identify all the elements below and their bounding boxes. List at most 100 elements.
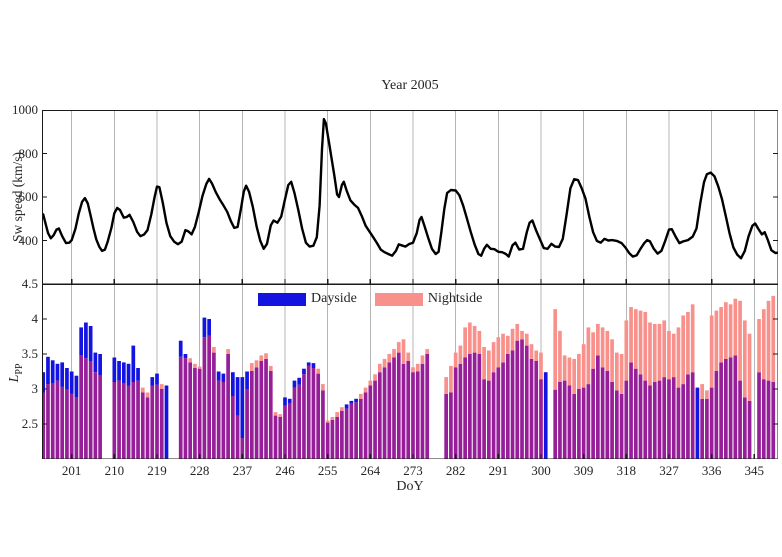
bar-overlap xyxy=(136,380,140,459)
bar-overlap xyxy=(363,392,368,459)
bar-dayside xyxy=(117,361,121,381)
bar-nightside xyxy=(586,327,591,385)
bar-overlap xyxy=(652,382,657,459)
bar-nightside xyxy=(652,323,657,382)
bar-overlap xyxy=(596,355,600,459)
bar-overlap xyxy=(714,370,719,459)
bar-overlap xyxy=(202,337,207,459)
bar-dayside xyxy=(695,387,700,459)
bar-nightside xyxy=(747,333,752,401)
bar-overlap xyxy=(368,385,373,459)
bar-dayside xyxy=(55,363,60,381)
bar-dayside xyxy=(50,360,55,384)
bar-nightside xyxy=(558,330,562,382)
bar-overlap xyxy=(496,367,501,459)
x-tick-label: 210 xyxy=(104,463,125,478)
bar-nightside xyxy=(468,322,472,354)
bar-nightside xyxy=(273,412,278,416)
bar-overlap xyxy=(93,372,98,459)
x-tick-label: 345 xyxy=(744,463,765,478)
x-tick-label: 201 xyxy=(61,463,82,478)
y-tick-label-top: 600 xyxy=(18,189,39,204)
bar-dayside xyxy=(42,372,46,393)
bar-nightside xyxy=(572,358,577,394)
bar-overlap xyxy=(648,385,652,459)
bar-nightside xyxy=(619,354,624,394)
bar-overlap xyxy=(771,382,776,459)
bar-overlap xyxy=(728,357,733,459)
bar-overlap xyxy=(302,374,306,459)
bar-overlap xyxy=(140,392,145,459)
bar-overlap xyxy=(591,368,595,459)
bar-nightside xyxy=(254,360,259,368)
bar-overlap xyxy=(572,393,577,459)
x-tick-label: 327 xyxy=(659,463,679,478)
bar-nightside xyxy=(771,295,776,382)
bar-overlap xyxy=(425,354,430,459)
bar-overlap xyxy=(724,358,728,459)
bar-overlap xyxy=(477,354,482,459)
bar-nightside xyxy=(496,337,501,368)
bar-nightside xyxy=(562,355,567,381)
y-tick-label-bottom: 3.5 xyxy=(21,346,38,361)
bar-nightside xyxy=(662,320,667,378)
legend-dayside-swatch xyxy=(258,292,306,306)
bar-nightside xyxy=(411,367,415,373)
bar-nightside xyxy=(591,332,595,369)
bar-dayside xyxy=(292,380,297,388)
bar-dayside xyxy=(98,354,102,375)
bar-overlap xyxy=(325,422,330,459)
y-tick-label-bottom: 3 xyxy=(31,381,39,396)
bar-overlap xyxy=(468,354,472,459)
bar-nightside xyxy=(614,352,619,391)
bar-nightside xyxy=(193,363,197,368)
y-tick-label-bottom: 2.5 xyxy=(21,416,38,431)
bar-overlap xyxy=(420,363,425,459)
bar-overlap xyxy=(463,357,467,459)
bar-overlap xyxy=(278,417,283,459)
bar-dayside xyxy=(302,368,306,375)
bar-nightside xyxy=(510,328,515,351)
x-tick-label: 237 xyxy=(232,463,253,478)
bar-nightside xyxy=(553,309,558,390)
bar-overlap xyxy=(358,398,363,459)
bar-overlap xyxy=(605,370,610,459)
bar-overlap xyxy=(155,384,159,459)
bar-nightside xyxy=(667,330,671,380)
bar-nightside xyxy=(387,354,392,363)
x-tick-label: 273 xyxy=(403,463,423,478)
bar-nightside xyxy=(449,365,453,393)
bar-overlap xyxy=(486,380,491,459)
bar-nightside xyxy=(757,319,761,373)
bar-overlap xyxy=(254,367,259,459)
bar-overlap xyxy=(449,392,453,459)
bar-dayside xyxy=(155,373,159,385)
bar-nightside xyxy=(624,320,629,381)
bar-overlap xyxy=(150,385,155,459)
bar-overlap xyxy=(738,380,742,459)
bar-overlap xyxy=(766,380,771,459)
sw-speed-line xyxy=(42,117,778,260)
bar-overlap xyxy=(207,335,211,459)
bar-overlap xyxy=(197,368,202,459)
bar-overlap xyxy=(188,362,193,459)
bar-overlap xyxy=(382,367,387,459)
bar-overlap xyxy=(235,415,240,459)
bar-overlap xyxy=(50,383,55,459)
bar-overlap xyxy=(671,377,676,459)
bar-overlap xyxy=(534,361,539,459)
bar-overlap xyxy=(84,358,88,459)
bar-overlap xyxy=(268,370,273,459)
bar-nightside xyxy=(738,300,742,381)
bar-overlap xyxy=(311,368,316,459)
bar-nightside xyxy=(392,349,396,358)
bar-nightside xyxy=(581,344,586,388)
bar-overlap xyxy=(553,389,558,459)
bar-nightside xyxy=(145,392,150,398)
bar-overlap xyxy=(245,389,249,459)
bar-nightside xyxy=(259,355,264,361)
bar-overlap xyxy=(415,371,420,459)
bar-overlap xyxy=(686,374,690,459)
bar-dayside xyxy=(235,377,240,416)
bar-overlap xyxy=(46,384,50,459)
